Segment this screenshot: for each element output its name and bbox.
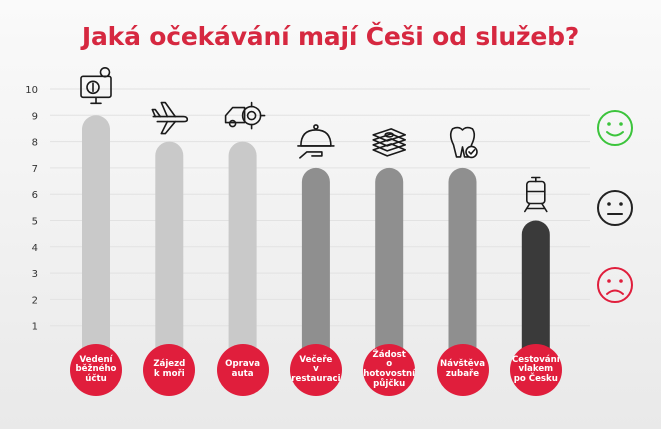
neutral-face-icon bbox=[597, 190, 633, 226]
bar bbox=[155, 141, 184, 372]
y-tick-label: 9 bbox=[32, 111, 38, 122]
y-tick-label: 10 bbox=[25, 85, 38, 96]
category-label: Žádost o hotovostní půjčku bbox=[363, 344, 416, 396]
airplane-icon bbox=[151, 101, 189, 135]
category-label: Oprava auta bbox=[216, 344, 269, 396]
category-label: Cestování vlakem po Česku bbox=[509, 344, 562, 396]
category-label: Zájezd k moři bbox=[143, 344, 196, 396]
bar bbox=[228, 141, 257, 372]
y-tick-label: 6 bbox=[32, 190, 38, 201]
cash-stack-icon bbox=[372, 128, 406, 157]
cloche-dinner-icon bbox=[297, 124, 335, 159]
bar bbox=[301, 167, 330, 372]
y-axis-ticks: 1 2 3 4 5 6 7 8 9 10 bbox=[25, 85, 38, 333]
y-tick-label: 3 bbox=[32, 269, 38, 280]
happy-face-icon bbox=[597, 110, 633, 146]
sad-face-icon bbox=[597, 267, 633, 303]
train-icon bbox=[524, 176, 548, 213]
bar bbox=[448, 167, 477, 372]
tooth-check-icon bbox=[449, 126, 478, 159]
category-icons bbox=[80, 67, 548, 213]
computer-money-icon bbox=[80, 67, 112, 105]
y-tick-label: 2 bbox=[32, 295, 38, 306]
category-label: Návštěva zubaře bbox=[436, 344, 489, 396]
chart-title: Jaká očekávání mají Češi od služeb? bbox=[81, 22, 580, 51]
bar bbox=[82, 115, 110, 373]
category-label: Večeře v restauraci bbox=[289, 344, 342, 396]
bars bbox=[82, 115, 550, 373]
y-tick-label: 5 bbox=[32, 217, 38, 228]
bar bbox=[521, 220, 550, 372]
bar bbox=[375, 167, 404, 372]
y-tick-label: 1 bbox=[32, 322, 38, 333]
y-tick-label: 4 bbox=[32, 243, 38, 254]
car-repair-icon bbox=[224, 101, 266, 130]
category-label: Vedení běžného účtu bbox=[70, 344, 122, 396]
y-tick-label: 7 bbox=[32, 164, 38, 175]
y-tick-label: 8 bbox=[32, 138, 38, 149]
